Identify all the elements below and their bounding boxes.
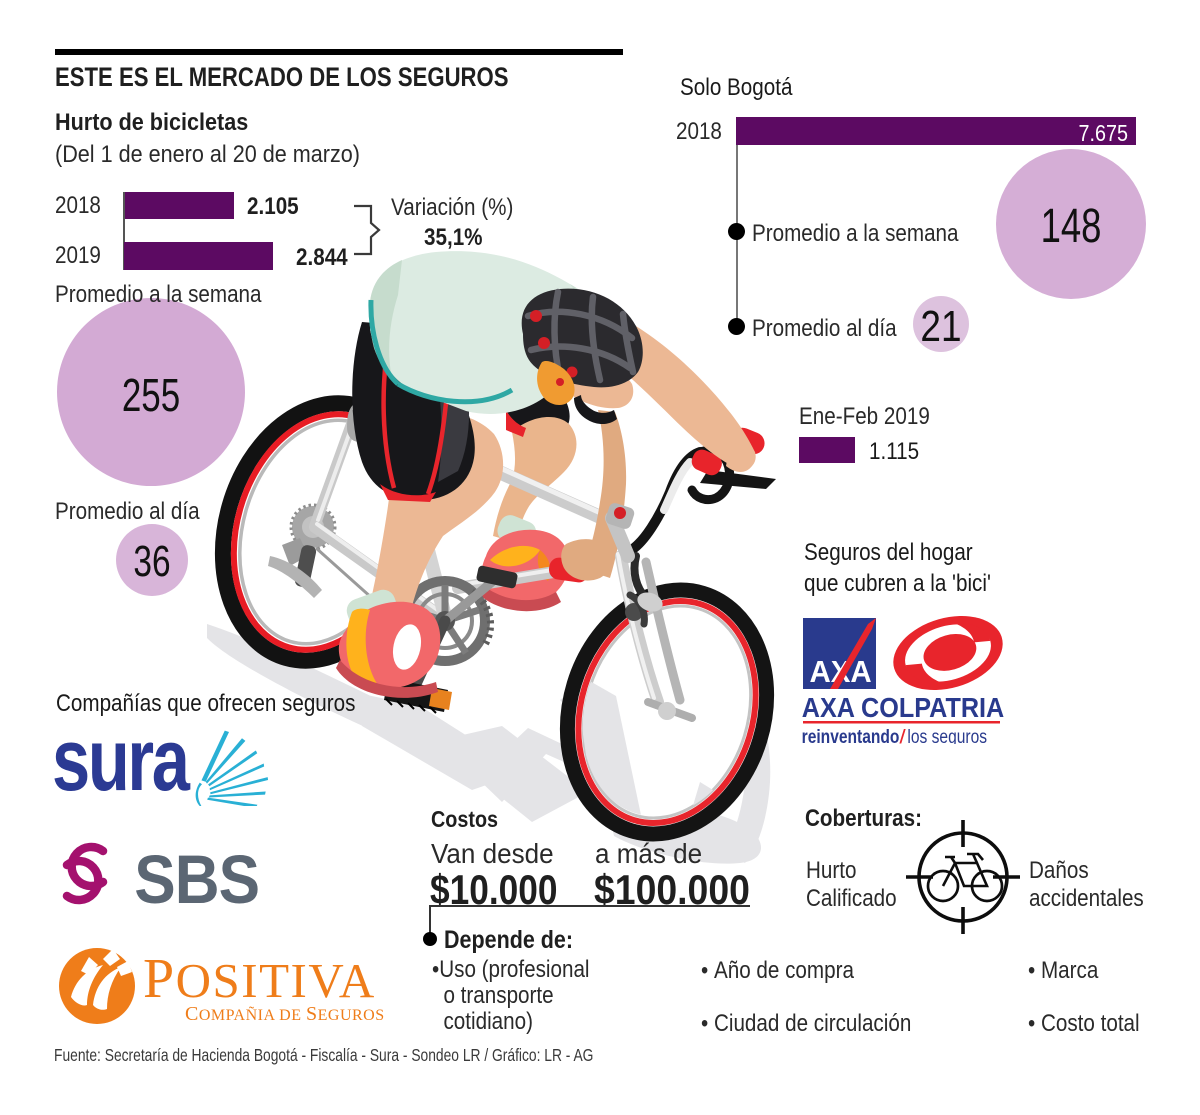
svg-text:SBS: SBS [134,841,259,910]
svg-text:los seguros: los seguros [907,726,987,744]
svg-text:AXA COLPATRIA: AXA COLPATRIA [802,692,1004,724]
svg-text:/: / [899,726,906,744]
svg-text:sura: sura [52,726,191,806]
svg-text:reinventando: reinventando [802,726,900,744]
svg-text:POSITIVA: POSITIVA [143,948,376,1010]
svg-text:COMPAÑIA DE SEGUROS: COMPAÑIA DE SEGUROS [185,1003,385,1025]
